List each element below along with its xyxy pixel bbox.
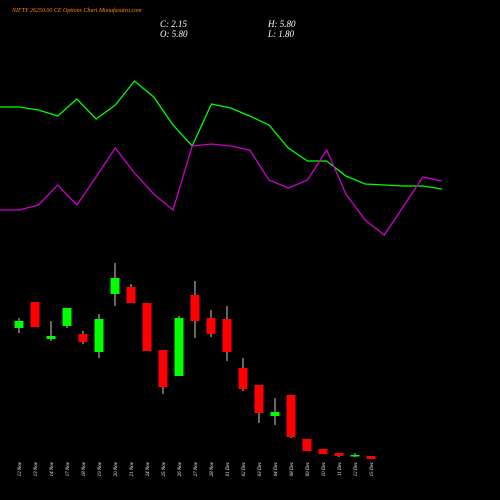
x-tick-label: 03 Dec	[258, 461, 263, 476]
candle-body	[110, 278, 120, 294]
x-tick-label: 01 Dec	[226, 461, 231, 476]
x-tick-label: 11 Dec	[338, 461, 343, 476]
x-tick-label: 09 Dec	[306, 461, 311, 476]
x-tick-label: 19 Nov	[98, 461, 103, 476]
x-tick-label: 18 Nov	[82, 461, 87, 476]
candle-body	[270, 412, 280, 416]
x-tick-label: 13 Nov	[34, 461, 39, 476]
candle-body	[94, 319, 104, 352]
x-tick-label: 25 Nov	[162, 461, 167, 476]
candle-body	[318, 449, 328, 454]
candle-body	[222, 319, 232, 352]
x-tick-label: 12 Dec	[354, 461, 359, 476]
x-tick-label: 24 Nov	[146, 461, 151, 476]
candle-body	[254, 385, 264, 413]
candle-body	[190, 295, 200, 321]
candle-body	[366, 456, 376, 459]
ohlc-low: L: 1.80	[267, 29, 295, 39]
candle-body	[334, 453, 344, 456]
ohlc-open: O: 5.80	[160, 29, 188, 39]
x-tick-label: 27 Nov	[194, 461, 199, 476]
candle-body	[14, 321, 24, 328]
candle-body	[174, 318, 184, 376]
indicator-line	[0, 80, 443, 190]
candle-body	[46, 336, 56, 339]
x-tick-label: 10 Dec	[322, 461, 327, 476]
x-tick-label: 12 Nov	[18, 461, 23, 476]
x-tick-label: 28 Nov	[210, 461, 215, 476]
chart-title: NIFTY 26250.00 CE Options Chart Munafasu…	[11, 7, 142, 14]
candle-body	[206, 318, 216, 334]
candle-body	[78, 334, 88, 342]
x-tick-label: 17 Nov	[66, 461, 71, 476]
candle-body	[302, 439, 312, 451]
x-tick-label: 21 Nov	[130, 461, 135, 476]
candle-body	[30, 302, 40, 327]
x-tick-label: 26 Nov	[178, 461, 183, 476]
indicator-line	[0, 143, 443, 236]
x-tick-label: 08 Dec	[290, 461, 295, 476]
x-tick-label: 15 Dec	[370, 461, 375, 476]
x-tick-label: 20 Nov	[114, 461, 119, 476]
candle-body	[142, 303, 152, 351]
candle-body	[286, 395, 296, 437]
x-tick-label: 04 Dec	[274, 461, 279, 476]
candle-body	[238, 368, 248, 389]
candle-body	[350, 455, 360, 457]
x-tick-label: 14 Nov	[50, 461, 55, 476]
x-tick-label: 02 Dec	[242, 461, 247, 476]
ohlc-close: C: 2.15	[160, 19, 188, 29]
ohlc-high: H: 5.80	[267, 19, 296, 29]
candle-body	[62, 308, 72, 326]
candle-body	[126, 287, 136, 303]
candle-body	[158, 350, 168, 387]
